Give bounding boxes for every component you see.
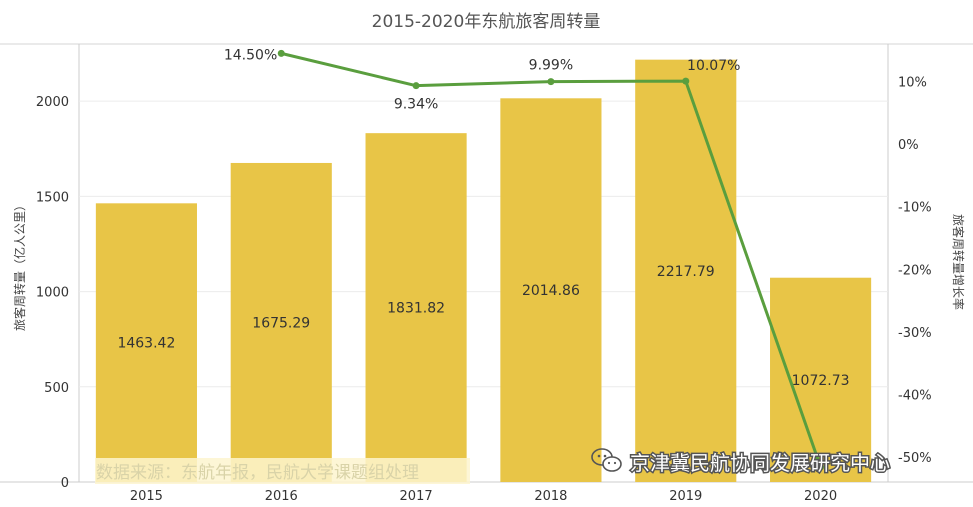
- watermark-group: 京津冀民航协同发展研究中心: [591, 448, 892, 477]
- y-axis-title: 旅客周转量（亿人公里）: [12, 199, 27, 331]
- source-note: 数据来源：东航年报，民航大学课题组处理: [96, 463, 419, 483]
- y2-tick-label: 10%: [898, 76, 927, 91]
- x-tick-label: 2017: [400, 489, 433, 504]
- y-axis: 0 500 1000 1500 2000: [36, 95, 69, 491]
- bars: [95, 59, 872, 483]
- bar-value-label: 1463.42: [117, 336, 175, 352]
- y-tick-label: 2000: [36, 95, 69, 110]
- growth-rate-label: 14.50%: [224, 47, 277, 63]
- wechat-icon: [591, 448, 622, 472]
- growth-point: [547, 78, 555, 86]
- growth-rate-label: 9.34%: [394, 97, 438, 113]
- y2-tick-label: 0%: [898, 138, 919, 153]
- bar-value-label: 2217.79: [657, 264, 715, 280]
- source-note-background: [95, 458, 470, 484]
- x-tick-label: 2016: [265, 489, 298, 504]
- y2-tick-label: -10%: [898, 201, 932, 216]
- rate-labels: 14.50% 9.34% 9.99% 10.07%: [224, 47, 741, 112]
- growth-point: [817, 463, 825, 471]
- bar: [500, 98, 602, 483]
- bar-value-label: 2014.86: [522, 283, 580, 299]
- bar-value-label: 1072.73: [792, 373, 850, 389]
- y2-tick-label: -50%: [898, 451, 932, 466]
- y2-tick-label: -20%: [898, 263, 932, 278]
- bar-value-label: 1675.29: [252, 315, 310, 331]
- bar: [635, 59, 737, 483]
- y2-tick-label: -30%: [898, 326, 932, 341]
- growth-rate-label: 10.07%: [687, 58, 740, 74]
- y-tick-label: 0: [61, 476, 69, 491]
- x-axis: 2015 2016 2017 2018 2019 2020: [130, 489, 837, 504]
- chart-title: 2015-2020年东航旅客周转量: [372, 12, 601, 32]
- x-tick-label: 2018: [534, 489, 567, 504]
- y2-tick-label: -40%: [898, 388, 932, 403]
- y-tick-label: 1000: [36, 286, 69, 301]
- watermark-text: 京津冀民航协同发展研究中心: [630, 451, 890, 475]
- growth-rate-label: 9.99%: [529, 58, 573, 74]
- growth-point: [682, 77, 690, 85]
- bar: [95, 203, 197, 482]
- bar: [230, 162, 332, 483]
- x-tick-label: 2020: [804, 489, 837, 504]
- x-tick-label: 2019: [669, 489, 702, 504]
- y2-axis-title: 旅客周转量增长率: [951, 214, 966, 310]
- growth-line-layer: [277, 49, 825, 471]
- source-note-group: 数据来源：东航年报，民航大学课题组处理: [95, 458, 470, 484]
- growth-point: [277, 49, 285, 57]
- growth-point: [412, 82, 420, 90]
- bar-value-label: 1831.82: [387, 301, 445, 317]
- bar-labels: 1463.42 1675.29 1831.82 2014.86 2217.79 1072.…: [117, 264, 849, 389]
- y-tick-label: 500: [44, 381, 69, 396]
- y2-axis: 10% 0% -10% -20% -30% -40% -50%: [898, 76, 932, 466]
- bar: [365, 133, 467, 482]
- bar: [770, 277, 872, 482]
- y-tick-label: 1500: [36, 190, 69, 205]
- x-tick-label: 2015: [130, 489, 163, 504]
